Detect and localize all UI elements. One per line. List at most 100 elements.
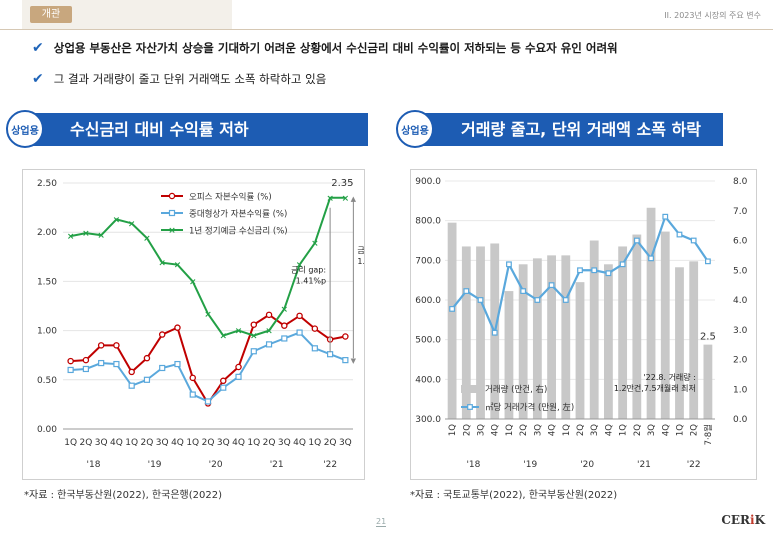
right-chart-banner: 거래량 줄고, 단위 거래액 소폭 하락 (415, 113, 723, 146)
data-point: × (143, 234, 151, 244)
data-point (297, 313, 302, 318)
price-point (464, 289, 469, 294)
x-tick-label: 1Q (562, 424, 572, 436)
data-point (236, 364, 241, 369)
y-tick-label: 2.50 (37, 179, 57, 189)
year-label: '19 (523, 460, 537, 470)
x-tick-label: 4Q (661, 424, 671, 436)
commercial-badge-left: 상업용 (6, 110, 44, 148)
x-tick-label: 4Q (491, 424, 501, 436)
data-point (129, 369, 134, 374)
data-point (99, 343, 104, 348)
x-tick-label: 7·8월 (703, 424, 714, 445)
volume-bar (505, 291, 514, 419)
right-y-tick-label: 2.0 (733, 356, 748, 366)
data-point (83, 366, 88, 371)
year-label: '19 (148, 460, 162, 470)
gap2-label: 금리 gap: (357, 246, 364, 255)
price-point (549, 283, 554, 288)
legend-swatch (461, 385, 479, 393)
data-point (114, 362, 119, 367)
data-point: × (326, 194, 334, 204)
gap2-label: 1.65%p (357, 257, 364, 266)
data-point (160, 365, 165, 370)
data-point: × (342, 194, 350, 204)
volume-bar (448, 223, 457, 419)
x-tick-label: 2Q (462, 424, 472, 436)
left-y-tick-label: 600.0 (415, 296, 441, 306)
year-label: '21 (270, 460, 284, 470)
note-line: '22.8. 거래량 : (643, 372, 695, 382)
year-label: '22 (687, 460, 701, 470)
data-point: × (97, 231, 105, 241)
right-y-tick-label: 0.0 (733, 415, 748, 425)
data-point (99, 361, 104, 366)
x-tick-label: 1Q (186, 438, 199, 448)
price-point (578, 268, 583, 273)
price-point (691, 238, 696, 243)
arrow-head: ▲ (351, 195, 357, 203)
data-point (206, 399, 211, 404)
left-chart-box: 0.00 0.50 1.00 1.50 2.00 2.50 1Q 2Q 3Q 4Q 1Q 2Q 3Q 4Q… (22, 169, 365, 480)
y-tick-label: 0.00 (37, 425, 57, 435)
legend-marker: × (168, 226, 176, 236)
data-point (251, 322, 256, 327)
right-y-tick-label: 4.0 (733, 296, 748, 306)
data-point (282, 336, 287, 341)
data-point: × (128, 219, 136, 229)
left-source: *자료 : 한국부동산원(2022), 한국은행(2022) (24, 486, 222, 501)
section-tag-label: 개관 (30, 6, 72, 23)
data-point: × (250, 332, 258, 342)
data-point (144, 356, 149, 361)
price-point (450, 307, 455, 312)
price-point (592, 268, 597, 273)
series-line (71, 333, 346, 402)
legend-label: 1년 정기예금 수신금리 (%) (189, 226, 288, 237)
volume-bar (590, 241, 599, 420)
left-y-tick-label: 700.0 (415, 256, 441, 266)
data-point (160, 332, 165, 337)
check-icon: ✔ (32, 40, 44, 56)
data-point (175, 325, 180, 330)
y-tick-label: 1.50 (37, 277, 57, 287)
x-tick-label: 3Q (647, 424, 657, 436)
volume-bar (675, 267, 684, 419)
x-tick-label: 1Q (505, 424, 515, 436)
data-point (328, 352, 333, 357)
x-tick-label: 1Q (308, 438, 321, 448)
x-tick-label: 3Q (533, 424, 543, 436)
price-point (535, 298, 540, 303)
data-point (267, 342, 272, 347)
check-icon: ✔ (32, 71, 44, 87)
legend-label: 중대형상가 자본수익률 (%) (189, 209, 287, 220)
left-y-tick-label: 400.0 (415, 375, 441, 385)
x-tick-label: 1Q (675, 424, 685, 436)
data-point (175, 362, 180, 367)
data-point: × (219, 332, 227, 342)
data-point (83, 358, 88, 363)
x-tick-label: 2Q (690, 424, 700, 436)
data-point (251, 349, 256, 354)
data-point: × (281, 305, 289, 315)
x-tick-label: 2Q (79, 438, 92, 448)
right-y-tick-label: 7.0 (733, 207, 748, 217)
bullet-1: ✔ 상업용 부동산은 자산가치 상승을 기대하기 어려운 상황에서 수신금리 대… (32, 40, 618, 56)
data-point (282, 323, 287, 328)
y-tick-label: 0.50 (37, 376, 57, 386)
data-point (221, 385, 226, 390)
price-point (677, 232, 682, 237)
legend-label: 오피스 자본수익률 (%) (189, 192, 272, 203)
year-label: '22 (323, 460, 337, 470)
x-tick-label: 3Q (339, 438, 352, 448)
year-label: '18 (466, 460, 480, 470)
price-point (649, 256, 654, 261)
data-point (312, 326, 317, 331)
x-tick-label: 1Q (448, 424, 458, 436)
x-tick-label: 4Q (548, 424, 558, 436)
x-tick-label: 4Q (232, 438, 245, 448)
left-chart-banner: 수신금리 대비 수익률 저하 (24, 113, 368, 146)
price-point (663, 214, 668, 219)
commercial-badge-right: 상업용 (396, 110, 434, 148)
year-label: '18 (87, 460, 101, 470)
left-y-tick-label: 900.0 (415, 177, 441, 187)
